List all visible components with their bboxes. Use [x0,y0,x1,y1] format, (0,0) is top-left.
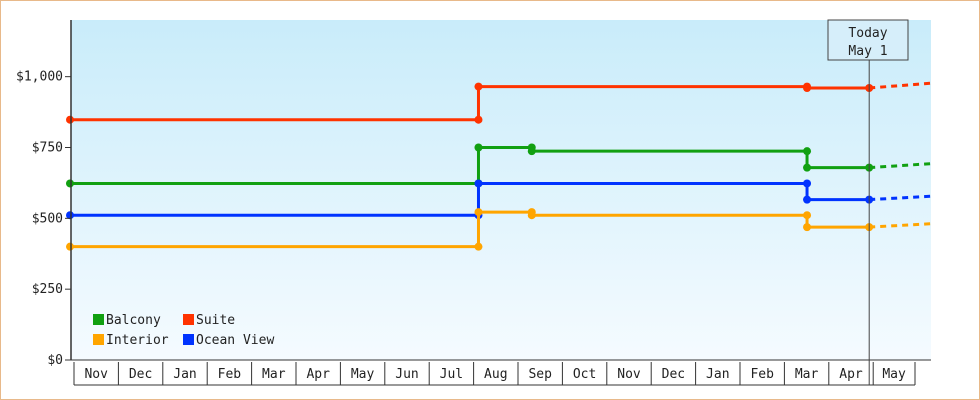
data-point [527,211,536,220]
data-point [527,147,536,156]
month-label: Dec [662,367,685,382]
series-line [70,85,870,122]
data-point [474,208,483,217]
month-label: May [882,367,906,382]
data-point [474,179,483,188]
data-point [803,195,812,204]
data-point [474,115,483,124]
data-point [803,223,812,232]
data-point [474,242,483,251]
month-label: Jun [395,367,418,382]
month-label: Apr [306,367,330,382]
month-label: Jan [173,367,196,382]
month-label: Dec [129,367,152,382]
data-point [66,179,74,188]
plot-background [71,20,931,360]
y-tick-label: $1,000 [16,70,63,85]
month-label: Jul [440,367,463,382]
today-box [827,19,909,61]
data-point [474,143,483,152]
month-label: Nov [617,367,641,382]
legend-swatch [93,314,104,325]
legend-label: Interior [106,333,169,348]
month-label: Sep [528,367,552,382]
axis-layer: $0 $250 $500 $750 $1,000 Nov Dec Jan Feb Mar Apr Ma… [16,20,931,386]
today-date: May 1 [848,44,887,59]
data-point [803,211,812,220]
data-point [803,147,812,156]
y-tick-label: $0 [47,353,63,368]
legend: Balcony Suite Interior Ocean View [93,313,274,348]
today-marker: Today May 1 [827,19,909,385]
legend-swatch [93,334,104,345]
legend-swatch [183,334,194,345]
month-label: Oct [573,367,596,382]
month-label: Aug [484,367,507,382]
data-point [803,179,812,188]
month-label: Jan [706,367,729,382]
legend-label: Suite [196,313,235,328]
month-label: Nov [84,367,108,382]
data-point [474,82,483,91]
y-tick-label: $250 [32,282,63,297]
month-label: May [351,367,375,382]
month-label: Mar [262,367,286,382]
month-label: Mar [795,367,819,382]
y-tick-label: $500 [32,211,63,226]
y-tick-label: $750 [32,141,63,156]
data-point [66,211,74,220]
data-point [803,163,812,172]
legend-label: Balcony [106,313,161,328]
series-layer [66,81,932,251]
series-line [70,181,870,217]
legend-label: Ocean View [196,333,274,348]
month-label: Feb [218,367,242,382]
data-point [803,84,812,92]
data-point [66,242,74,251]
data-point [66,115,74,124]
legend-swatch [183,314,194,325]
today-label: Today [848,26,887,41]
month-label: Apr [839,367,863,382]
month-label: Feb [750,367,774,382]
